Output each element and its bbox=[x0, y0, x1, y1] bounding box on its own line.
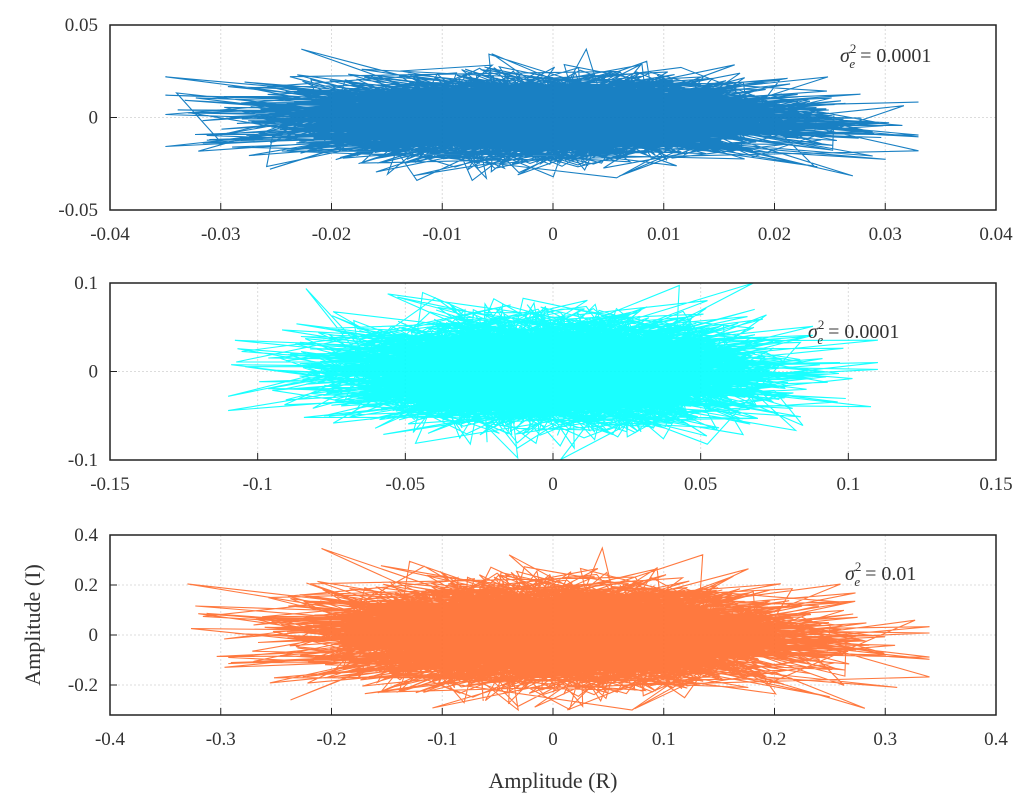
x-tick-label: -0.03 bbox=[201, 224, 241, 245]
x-tick-label: -0.1 bbox=[427, 729, 457, 750]
y-tick-label: 0.05 bbox=[65, 15, 98, 36]
annotation: σ2 e = 0.0001 bbox=[808, 317, 899, 347]
x-tick-label: 0 bbox=[548, 474, 558, 495]
x-tick-label: 0.1 bbox=[836, 474, 860, 495]
x-tick-label: 0.15 bbox=[979, 474, 1012, 495]
y-tick-label: 0.1 bbox=[74, 273, 98, 294]
x-tick-label: -0.02 bbox=[312, 224, 352, 245]
x-tick-label: -0.1 bbox=[243, 474, 273, 495]
x-tick-label: -0.3 bbox=[206, 729, 236, 750]
x-tick-label: 0 bbox=[548, 224, 558, 245]
y-tick-label: 0 bbox=[89, 108, 99, 129]
x-tick-label: -0.2 bbox=[316, 729, 346, 750]
annotation: σ2 e = 0.0001 bbox=[840, 41, 931, 71]
x-tick-label: 0.4 bbox=[984, 729, 1008, 750]
x-tick-label: 0.1 bbox=[652, 729, 676, 750]
subplot-1: -0.04 -0.03 -0.02 -0.01 0 0.01 0.02 0.03 0.04 -0.… bbox=[58, 15, 1013, 245]
data-series-line bbox=[165, 47, 919, 182]
x-tick-label: 0.01 bbox=[647, 224, 680, 245]
y-tick-label: 0.2 bbox=[74, 575, 98, 596]
y-tick-label: -0.1 bbox=[68, 450, 98, 471]
y-axis-label: Amplitude (I) bbox=[20, 564, 45, 686]
subplot-3: -0.4 -0.3 -0.2 -0.1 0 0.1 0.2 0.3 0.4 -0.2 0 0.2 0.4… bbox=[20, 525, 1008, 793]
x-tick-label: 0.3 bbox=[873, 729, 897, 750]
x-tick-label: 0.03 bbox=[869, 224, 902, 245]
data-series-line bbox=[227, 282, 878, 460]
x-tick-label: -0.04 bbox=[90, 224, 130, 245]
subplot-2: -0.15 -0.1 -0.05 0 0.05 0.1 0.15 -0.1 0 0.1 σ2 e = … bbox=[68, 273, 1013, 495]
x-tick-label: -0.05 bbox=[386, 474, 426, 495]
y-tick-label: -0.05 bbox=[58, 200, 98, 221]
x-tick-label: 0.04 bbox=[979, 224, 1013, 245]
x-tick-label: 0.2 bbox=[763, 729, 787, 750]
x-tick-label: -0.4 bbox=[95, 729, 126, 750]
y-tick-label: 0.4 bbox=[74, 525, 98, 546]
x-tick-label: 0 bbox=[548, 729, 558, 750]
x-axis-label: Amplitude (R) bbox=[489, 768, 618, 793]
data-series-line bbox=[187, 546, 930, 712]
x-tick-label: -0.01 bbox=[422, 224, 462, 245]
annotation: σ2 e = 0.01 bbox=[845, 559, 916, 589]
x-tick-label: 0.05 bbox=[684, 474, 717, 495]
x-tick-label: 0.02 bbox=[758, 224, 791, 245]
x-tick-label: -0.15 bbox=[90, 474, 130, 495]
y-tick-label: -0.2 bbox=[68, 675, 98, 696]
y-tick-label: 0 bbox=[89, 625, 99, 646]
y-tick-label: 0 bbox=[89, 362, 99, 383]
